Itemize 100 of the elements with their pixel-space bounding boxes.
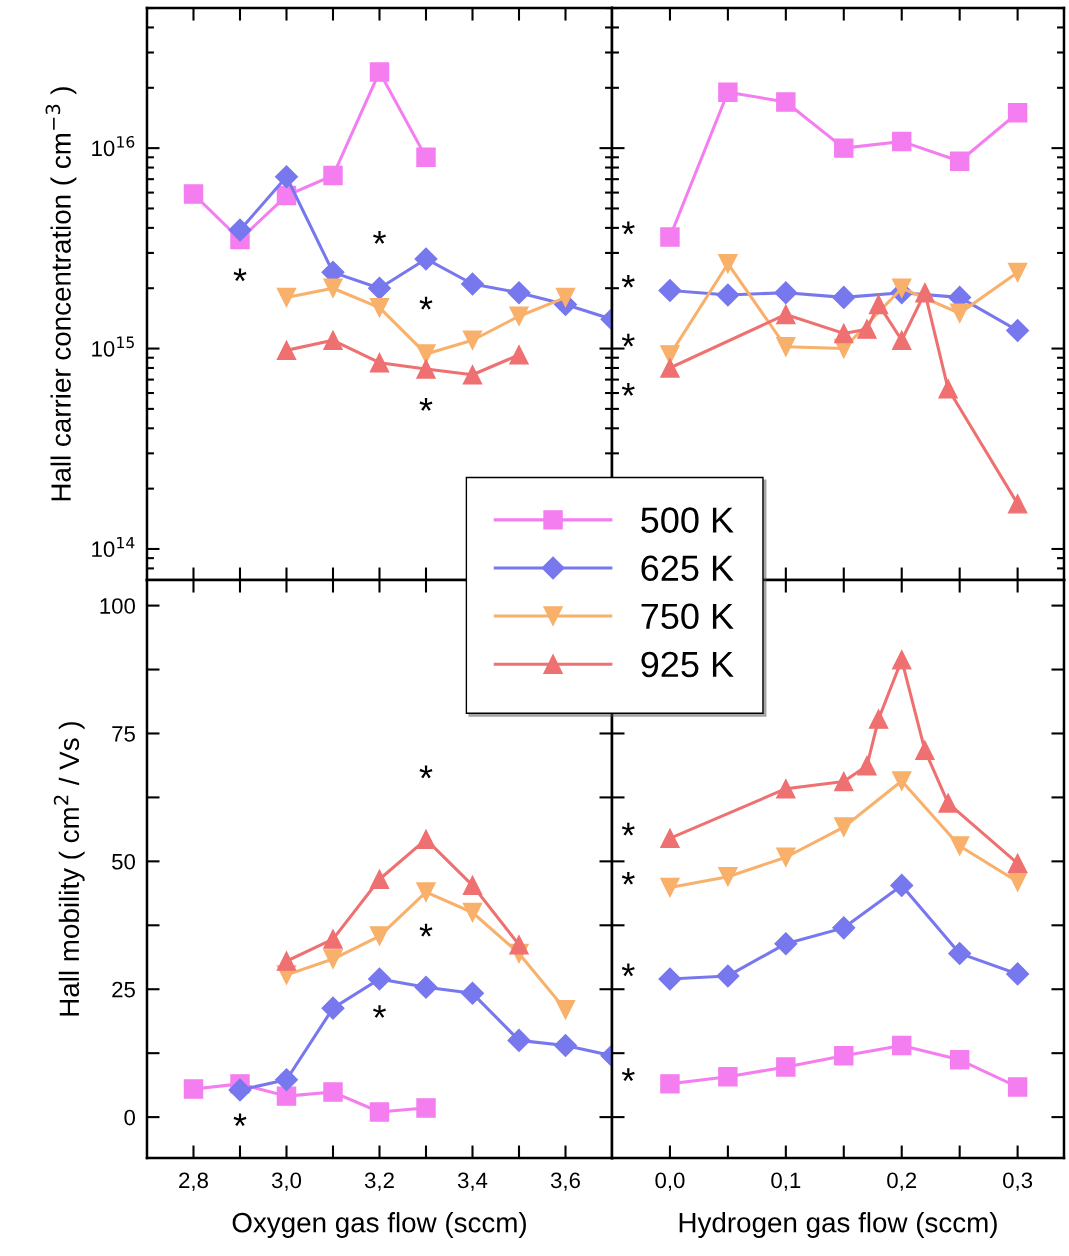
point: [462, 365, 483, 385]
point: [274, 1068, 298, 1092]
point: [658, 278, 682, 302]
point: [276, 340, 297, 361]
point: [834, 771, 854, 792]
point: [949, 836, 970, 856]
point: [857, 755, 877, 776]
point: [1007, 494, 1028, 514]
point: [1007, 1077, 1028, 1097]
annotation: *: [233, 268, 247, 282]
point: [832, 285, 856, 309]
point: [718, 866, 738, 887]
point: [1006, 962, 1030, 986]
point: [660, 358, 680, 378]
y-tick-label: 25: [112, 981, 135, 998]
point: [509, 935, 529, 955]
point: [832, 916, 856, 940]
point: [416, 1098, 436, 1118]
point: [892, 131, 912, 152]
point: [834, 323, 854, 344]
point: [369, 869, 390, 889]
point: [660, 1074, 680, 1094]
point: [321, 996, 345, 1020]
point: [834, 817, 854, 837]
point: [274, 165, 298, 189]
point: [660, 828, 680, 849]
point: [369, 1102, 390, 1122]
point: [509, 306, 529, 326]
point: [658, 967, 682, 991]
point: [868, 709, 889, 729]
point: [1007, 853, 1028, 874]
x-tick-label: 0,0: [655, 1172, 685, 1191]
y-axis-title: Hall carrier concentration ( cm$^{−3}$ ): [45, 87, 77, 501]
annotation: *: [621, 221, 635, 235]
point: [892, 650, 912, 670]
point: [718, 254, 738, 274]
point: [716, 283, 740, 307]
annotation: *: [373, 231, 386, 244]
x-tick-label: 0,3: [1003, 1172, 1033, 1191]
x-tick-label: 3,2: [364, 1172, 394, 1191]
point: [857, 319, 877, 339]
point: [1007, 103, 1028, 123]
annotation: *: [233, 1113, 247, 1127]
point: [949, 151, 970, 171]
annotation: *: [621, 333, 635, 347]
legend-label: 500 K: [641, 507, 734, 533]
point: [369, 352, 390, 373]
x-tick-label: 3,4: [457, 1172, 488, 1191]
point: [555, 287, 576, 308]
point: [416, 359, 436, 379]
point: [228, 1078, 252, 1102]
annotation: *: [419, 296, 433, 310]
x-axis-title: Hydrogen gas flow (sccm): [679, 1212, 997, 1238]
y-tick-label: 75: [112, 726, 135, 742]
point: [461, 272, 484, 296]
point: [915, 282, 935, 303]
x-tick-label: 3,6: [550, 1172, 580, 1191]
point: [660, 227, 680, 247]
point: [369, 926, 390, 946]
point: [414, 247, 438, 271]
point: [416, 882, 436, 902]
point: [718, 1066, 738, 1087]
point: [776, 337, 796, 357]
point: [323, 1082, 343, 1102]
y-tick-label: 10$^{14}$: [92, 537, 135, 558]
point: [323, 929, 343, 949]
point: [834, 1046, 854, 1066]
point: [892, 771, 912, 791]
x-tick-label: 0,1: [771, 1172, 801, 1191]
point: [938, 793, 958, 813]
point: [776, 778, 796, 799]
point: [323, 949, 343, 969]
x-tick-label: 3,0: [271, 1172, 302, 1191]
point: [890, 873, 914, 897]
point: [892, 1035, 912, 1056]
point: [323, 330, 343, 350]
point: [774, 281, 798, 305]
point: [718, 82, 738, 102]
annotation: *: [419, 765, 433, 779]
point: [323, 165, 343, 186]
point: [369, 62, 390, 82]
point: [555, 999, 576, 1020]
point: [509, 345, 529, 365]
y-axis-title: Hall mobility ( cm$^{2}$ / Vs ): [53, 722, 85, 1016]
y-tick-label: 10$^{15}$: [92, 336, 134, 357]
annotation: *: [621, 383, 635, 396]
point: [183, 1079, 204, 1099]
point: [915, 740, 935, 761]
point: [462, 875, 483, 896]
x-tick-label: 2,8: [179, 1172, 208, 1191]
point: [414, 975, 438, 999]
point: [949, 1050, 970, 1070]
point: [660, 877, 680, 898]
point: [228, 218, 252, 242]
point: [938, 379, 958, 399]
point: [776, 92, 796, 112]
annotation: *: [621, 963, 635, 977]
point: [462, 902, 483, 923]
point: [776, 304, 796, 325]
point: [892, 278, 912, 298]
